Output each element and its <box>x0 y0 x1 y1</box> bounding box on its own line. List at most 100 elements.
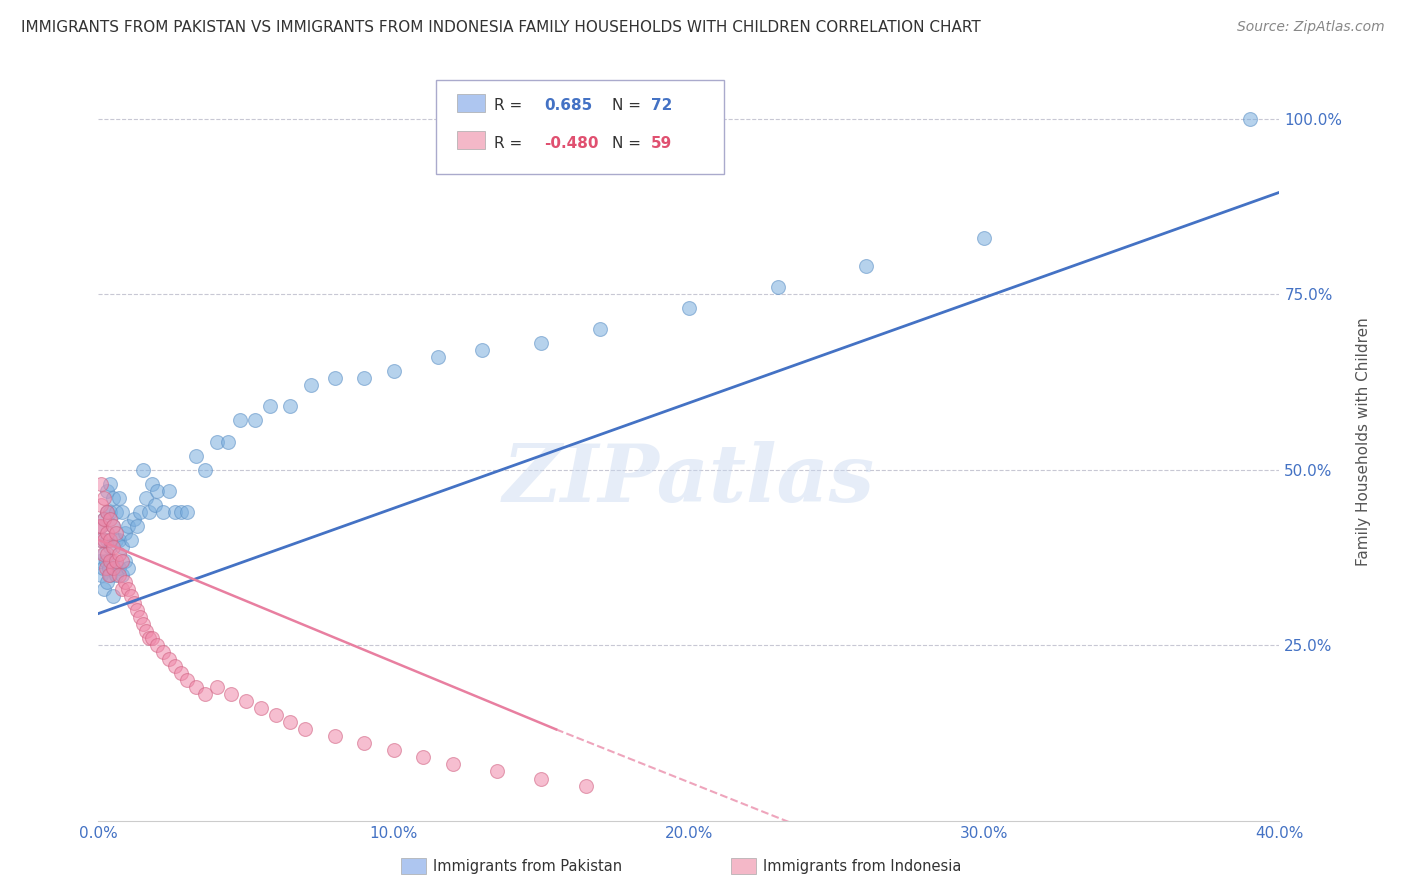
Point <box>100 554 122 568</box>
Point <box>117 518 139 533</box>
Point <box>176 505 198 519</box>
Point <box>120 589 142 603</box>
Point <box>103 518 125 533</box>
Point <box>114 554 136 568</box>
Point <box>165 659 187 673</box>
Point <box>93 491 115 505</box>
Point <box>98 505 121 519</box>
Point <box>96 505 118 519</box>
Point <box>259 400 281 414</box>
Point <box>93 533 115 547</box>
Point <box>97 561 120 575</box>
Text: 0.685: 0.685 <box>544 98 592 113</box>
Point <box>96 533 118 547</box>
Point <box>353 736 375 750</box>
Point <box>117 582 139 596</box>
Point <box>103 589 125 603</box>
Text: R =: R = <box>494 98 522 113</box>
Point <box>122 512 145 526</box>
Text: R =: R = <box>494 136 522 151</box>
Point <box>280 715 302 730</box>
Point <box>90 568 112 582</box>
Point <box>575 779 598 793</box>
Text: N =: N = <box>612 136 641 151</box>
Point <box>138 505 160 519</box>
Point <box>108 568 131 582</box>
Point <box>135 491 157 505</box>
Point <box>471 343 494 358</box>
Text: IMMIGRANTS FROM PAKISTAN VS IMMIGRANTS FROM INDONESIA FAMILY HOUSEHOLDS WITH CHI: IMMIGRANTS FROM PAKISTAN VS IMMIGRANTS F… <box>21 20 981 35</box>
Point <box>299 378 322 392</box>
Point <box>90 498 112 512</box>
Point <box>105 525 128 540</box>
Point <box>91 561 114 575</box>
Point <box>93 547 115 561</box>
Point <box>103 561 125 575</box>
Point <box>146 638 169 652</box>
Point <box>141 631 163 645</box>
Point <box>89 533 111 547</box>
Point <box>855 259 877 273</box>
Point <box>98 568 121 582</box>
Point <box>170 666 193 681</box>
Point <box>117 561 139 575</box>
Point <box>138 631 160 645</box>
Point <box>128 610 150 624</box>
Point <box>90 518 112 533</box>
Point <box>194 687 217 701</box>
Point <box>98 476 121 491</box>
Point <box>96 574 118 589</box>
Point <box>412 750 434 764</box>
Point <box>170 505 193 519</box>
Point <box>105 568 128 582</box>
Point <box>114 574 136 589</box>
Point <box>1239 112 1261 126</box>
Point <box>194 462 217 476</box>
Point <box>141 476 163 491</box>
Point <box>94 554 117 568</box>
Point <box>111 505 134 519</box>
Point <box>152 505 174 519</box>
Point <box>152 645 174 659</box>
Point <box>486 764 509 779</box>
Point <box>93 582 115 596</box>
Point <box>280 400 302 414</box>
Point <box>114 525 136 540</box>
Point <box>108 491 131 505</box>
Point <box>205 434 228 449</box>
Point <box>89 518 111 533</box>
Point <box>441 757 464 772</box>
Point <box>98 533 121 547</box>
Point <box>105 505 128 519</box>
Point <box>90 518 112 533</box>
Point <box>250 701 273 715</box>
Point <box>105 533 128 547</box>
Point <box>217 434 239 449</box>
Point <box>184 449 207 463</box>
Point <box>530 336 553 351</box>
Point <box>382 743 405 757</box>
Point <box>125 518 148 533</box>
Point <box>221 687 243 701</box>
Point <box>135 624 157 639</box>
Point <box>157 483 180 498</box>
Point <box>98 540 121 554</box>
Point <box>103 491 125 505</box>
Point <box>111 582 134 596</box>
Point <box>589 322 612 336</box>
Text: -0.480: -0.480 <box>544 136 599 151</box>
Point <box>323 730 346 744</box>
Point <box>93 512 115 526</box>
Point <box>103 561 125 575</box>
Point <box>97 568 120 582</box>
Point <box>98 512 121 526</box>
Point <box>96 483 118 498</box>
Point <box>96 547 118 561</box>
Point <box>973 231 995 245</box>
Point <box>132 462 155 476</box>
Text: Immigrants from Pakistan: Immigrants from Pakistan <box>433 859 623 873</box>
Point <box>323 371 346 385</box>
Point <box>103 540 125 554</box>
Point <box>530 772 553 786</box>
Text: ZIPatlas: ZIPatlas <box>503 441 875 518</box>
